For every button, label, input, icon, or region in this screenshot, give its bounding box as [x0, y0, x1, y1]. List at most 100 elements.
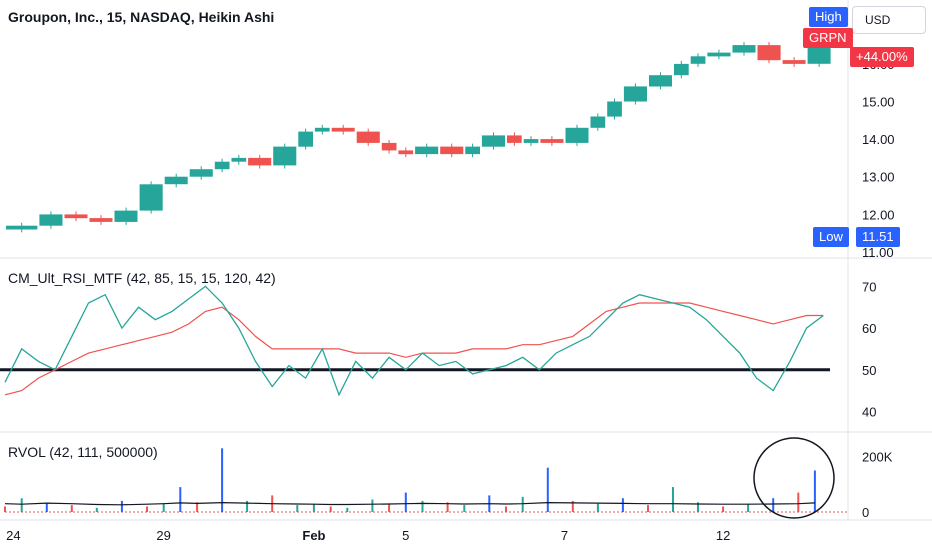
- price-candle: [690, 56, 706, 64]
- price-candle: [398, 150, 414, 155]
- rvol-bar: [571, 500, 574, 512]
- rvol-bar: [346, 507, 349, 512]
- rvol-bar: [120, 500, 123, 512]
- price-candle: [415, 146, 439, 155]
- price-candle: [481, 135, 505, 147]
- rvol-bar: [70, 505, 73, 512]
- rvol-bar: [162, 503, 165, 512]
- price-candle: [248, 157, 272, 166]
- rvol-bar: [797, 492, 800, 512]
- time-tick-label: Feb: [302, 528, 325, 543]
- rvol-bar: [596, 503, 599, 512]
- price-candle: [590, 116, 606, 128]
- rvol-bar: [546, 467, 549, 512]
- price-candle: [314, 127, 330, 132]
- price-candle: [440, 146, 464, 155]
- price-candle: [139, 184, 163, 211]
- price-candle: [331, 127, 355, 132]
- low-badge: Low: [813, 227, 849, 247]
- rvol-bar: [20, 498, 23, 512]
- rvol-bar: [388, 503, 391, 512]
- rvol-bar: [446, 502, 449, 512]
- rvol-average-line: [4, 501, 815, 506]
- rvol-bar: [196, 502, 199, 512]
- rvol-bar: [45, 503, 48, 512]
- time-tick-label: 5: [402, 528, 409, 543]
- rvol-bar: [371, 499, 374, 512]
- price-candle: [356, 131, 380, 143]
- price-candle: [298, 131, 313, 147]
- rvol-bar: [421, 500, 424, 512]
- price-candle: [189, 169, 213, 177]
- chart-title: Groupon, Inc., 15, NASDAQ, Heikin Ashi: [8, 9, 275, 25]
- rvol-bar: [463, 505, 466, 512]
- price-candle: [381, 142, 397, 151]
- time-tick-label: 24: [6, 528, 20, 543]
- rvol-bar: [505, 506, 507, 512]
- price-tick-label: 14.00: [862, 132, 895, 147]
- price-candle: [732, 45, 756, 53]
- rsi-tick-label: 50: [862, 363, 876, 378]
- price-candle: [607, 101, 622, 117]
- rvol-bar: [246, 500, 249, 512]
- rvol-bar: [722, 506, 725, 512]
- price-candle: [164, 176, 188, 185]
- price-candle: [89, 218, 113, 222]
- rsi-tick-label: 40: [862, 404, 876, 419]
- rvol-bar: [521, 496, 524, 512]
- price-candle: [540, 139, 564, 143]
- price-tick-label: 11.00: [862, 245, 894, 260]
- rvol-bar: [221, 448, 224, 512]
- price-candle: [39, 214, 63, 226]
- price-tick-label: 15.00: [862, 94, 895, 109]
- rsi-signal-line: [4, 302, 824, 396]
- rvol-bar: [672, 487, 674, 512]
- rvol-bar: [647, 505, 649, 512]
- rvol-bar: [296, 505, 299, 512]
- price-candle: [507, 135, 522, 143]
- rsi-tick-label: 60: [862, 321, 876, 336]
- price-candle: [64, 214, 88, 219]
- price-candle: [565, 127, 589, 143]
- rvol-tick-label: 0: [862, 505, 869, 520]
- rsi-tick-label: 70: [862, 279, 876, 294]
- symbol-badge: GRPN: [803, 28, 853, 48]
- price-candle: [465, 146, 480, 155]
- price-tick-label: 12.00: [862, 207, 895, 222]
- high-badge: High: [809, 7, 848, 27]
- rvol-bar: [747, 503, 750, 512]
- rvol-bar: [312, 503, 315, 512]
- rvol-bar: [772, 498, 775, 512]
- rvol-bar: [179, 487, 182, 512]
- low-value-badge: 11.51: [856, 227, 900, 247]
- price-candle: [114, 210, 138, 222]
- rvol-tick-label: 200K: [862, 450, 893, 465]
- rvol-bar: [95, 507, 98, 512]
- rsi-indicator-label[interactable]: CM_Ult_RSI_MTF (42, 85, 15, 15, 120, 42): [8, 270, 276, 286]
- price-candle: [707, 52, 731, 57]
- currency-selector[interactable]: USD: [852, 6, 926, 34]
- rvol-bar: [404, 492, 407, 512]
- price-candle: [649, 75, 672, 87]
- time-tick-label: 7: [561, 528, 568, 543]
- price-tick-label: 13.00: [862, 170, 895, 185]
- price-candle: [523, 139, 539, 143]
- rvol-bar: [813, 470, 816, 512]
- rvol-bar: [621, 498, 624, 512]
- price-candle: [782, 60, 806, 64]
- rsi-line: [4, 285, 824, 397]
- price-candle: [6, 225, 38, 230]
- rvol-bar: [329, 506, 332, 512]
- change-badge: +44.00%: [850, 47, 914, 67]
- rvol-bar: [146, 506, 148, 512]
- time-tick-label: 12: [716, 528, 730, 543]
- price-candle: [757, 45, 781, 61]
- price-candle: [674, 63, 689, 76]
- price-candle: [231, 157, 247, 162]
- time-tick-label: 29: [156, 528, 170, 543]
- rvol-bar: [4, 506, 6, 512]
- rvol-indicator-label[interactable]: RVOL (42, 111, 500000): [8, 444, 158, 460]
- price-candle: [214, 161, 230, 170]
- annotation-circle: [753, 437, 835, 519]
